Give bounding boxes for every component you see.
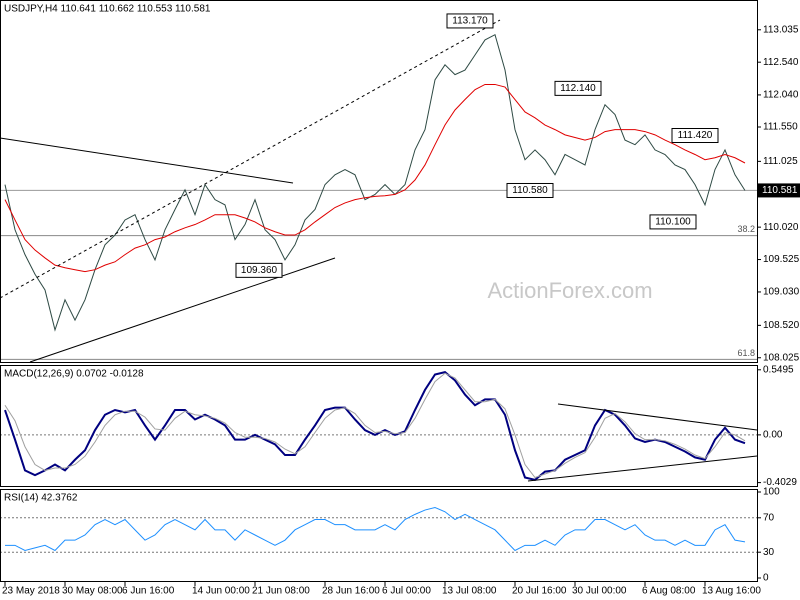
series-line [5, 506, 746, 552]
y-tick-label: 111.550 [763, 122, 798, 133]
watermark: ActionForex.com [487, 278, 652, 303]
y-tick-label: 113.035 [763, 24, 799, 35]
x-tick-label: 6 Jun 16:00 [122, 586, 175, 597]
y-tick-label: 111.025 [763, 156, 798, 167]
x-tick-label: 30 May 08:00 [62, 586, 123, 597]
price-annotation: 110.580 [512, 185, 548, 196]
price-annotation-box [446, 13, 494, 29]
last-price-box [757, 183, 800, 198]
y-tick-label: 108.025 [763, 352, 800, 363]
x-tick-label: 13 Aug 16:00 [702, 586, 761, 597]
price-annotation-box [649, 214, 697, 230]
macd-title: MACD(12,26,9) 0.0702 -0.0128 [4, 369, 144, 380]
y-tick-label: 30 [763, 547, 775, 558]
price-annotation: 110.100 [655, 217, 691, 228]
series-line [4, 372, 746, 479]
x-tick-label: 6 Jul 00:00 [382, 586, 431, 597]
x-tick-label: 21 Jun 08:00 [252, 586, 310, 597]
trend-line [557, 403, 758, 431]
series-line [4, 33, 746, 332]
y-tick-label: 0.5495 [763, 364, 794, 375]
x-tick-label: 20 Jul 16:00 [512, 586, 567, 597]
x-tick-label: 14 Jun 00:00 [192, 586, 250, 597]
x-tick-label: 23 May 2018 [2, 586, 60, 597]
x-tick-label: 13 Jul 08:00 [442, 586, 497, 597]
y-tick-label: 109.030 [763, 287, 800, 298]
trend-line [527, 455, 758, 482]
price-annotation-box [671, 128, 719, 144]
y-tick-label: 100 [763, 487, 780, 498]
y-tick-label: 70 [763, 512, 775, 523]
y-tick-label: 0.00 [763, 430, 783, 441]
y-tick-label: 108.520 [763, 320, 800, 331]
price-annotation: 112.140 [560, 83, 596, 94]
plot-layers: 38.2 61.8 [0, 33, 757, 553]
fib-label: 61.8 [737, 348, 755, 358]
y-tick-label: 112.540 [763, 57, 799, 68]
y-tick-label: -0.4029 [763, 477, 797, 488]
price-annotation: 111.420 [678, 130, 713, 141]
trend-line [0, 137, 294, 184]
x-tick-label: 6 Aug 08:00 [642, 586, 696, 597]
series-line [4, 83, 746, 273]
price-annotation: 113.170 [452, 16, 488, 27]
price-annotation-box [506, 182, 554, 198]
price-annotation-box [554, 80, 602, 96]
trend-line [29, 257, 336, 363]
price-annotation-box [235, 262, 283, 278]
price-annotation: 109.360 [241, 265, 278, 276]
last-price-label: 110.581 [762, 185, 798, 196]
trend-line [0, 19, 501, 299]
y-tick-label: 112.040 [763, 90, 799, 101]
macd-pane-frame [0, 365, 758, 487]
rsi-pane-frame [0, 489, 758, 582]
y-tick-label: 109.525 [763, 254, 800, 265]
price-pane-frame [0, 0, 758, 363]
fib-label: 38.2 [737, 224, 755, 234]
x-tick-label: 30 Jul 00:00 [572, 586, 627, 597]
y-tick-label: 0 [763, 573, 769, 584]
chart-title: USDJPY,H4 110.641 110.662 110.553 110.58… [4, 4, 211, 15]
rsi-title: RSI(14) 42.3762 [4, 493, 78, 504]
x-tick-label: 28 Jun 16:00 [322, 586, 380, 597]
y-tick-label: 110.020 [763, 222, 799, 233]
